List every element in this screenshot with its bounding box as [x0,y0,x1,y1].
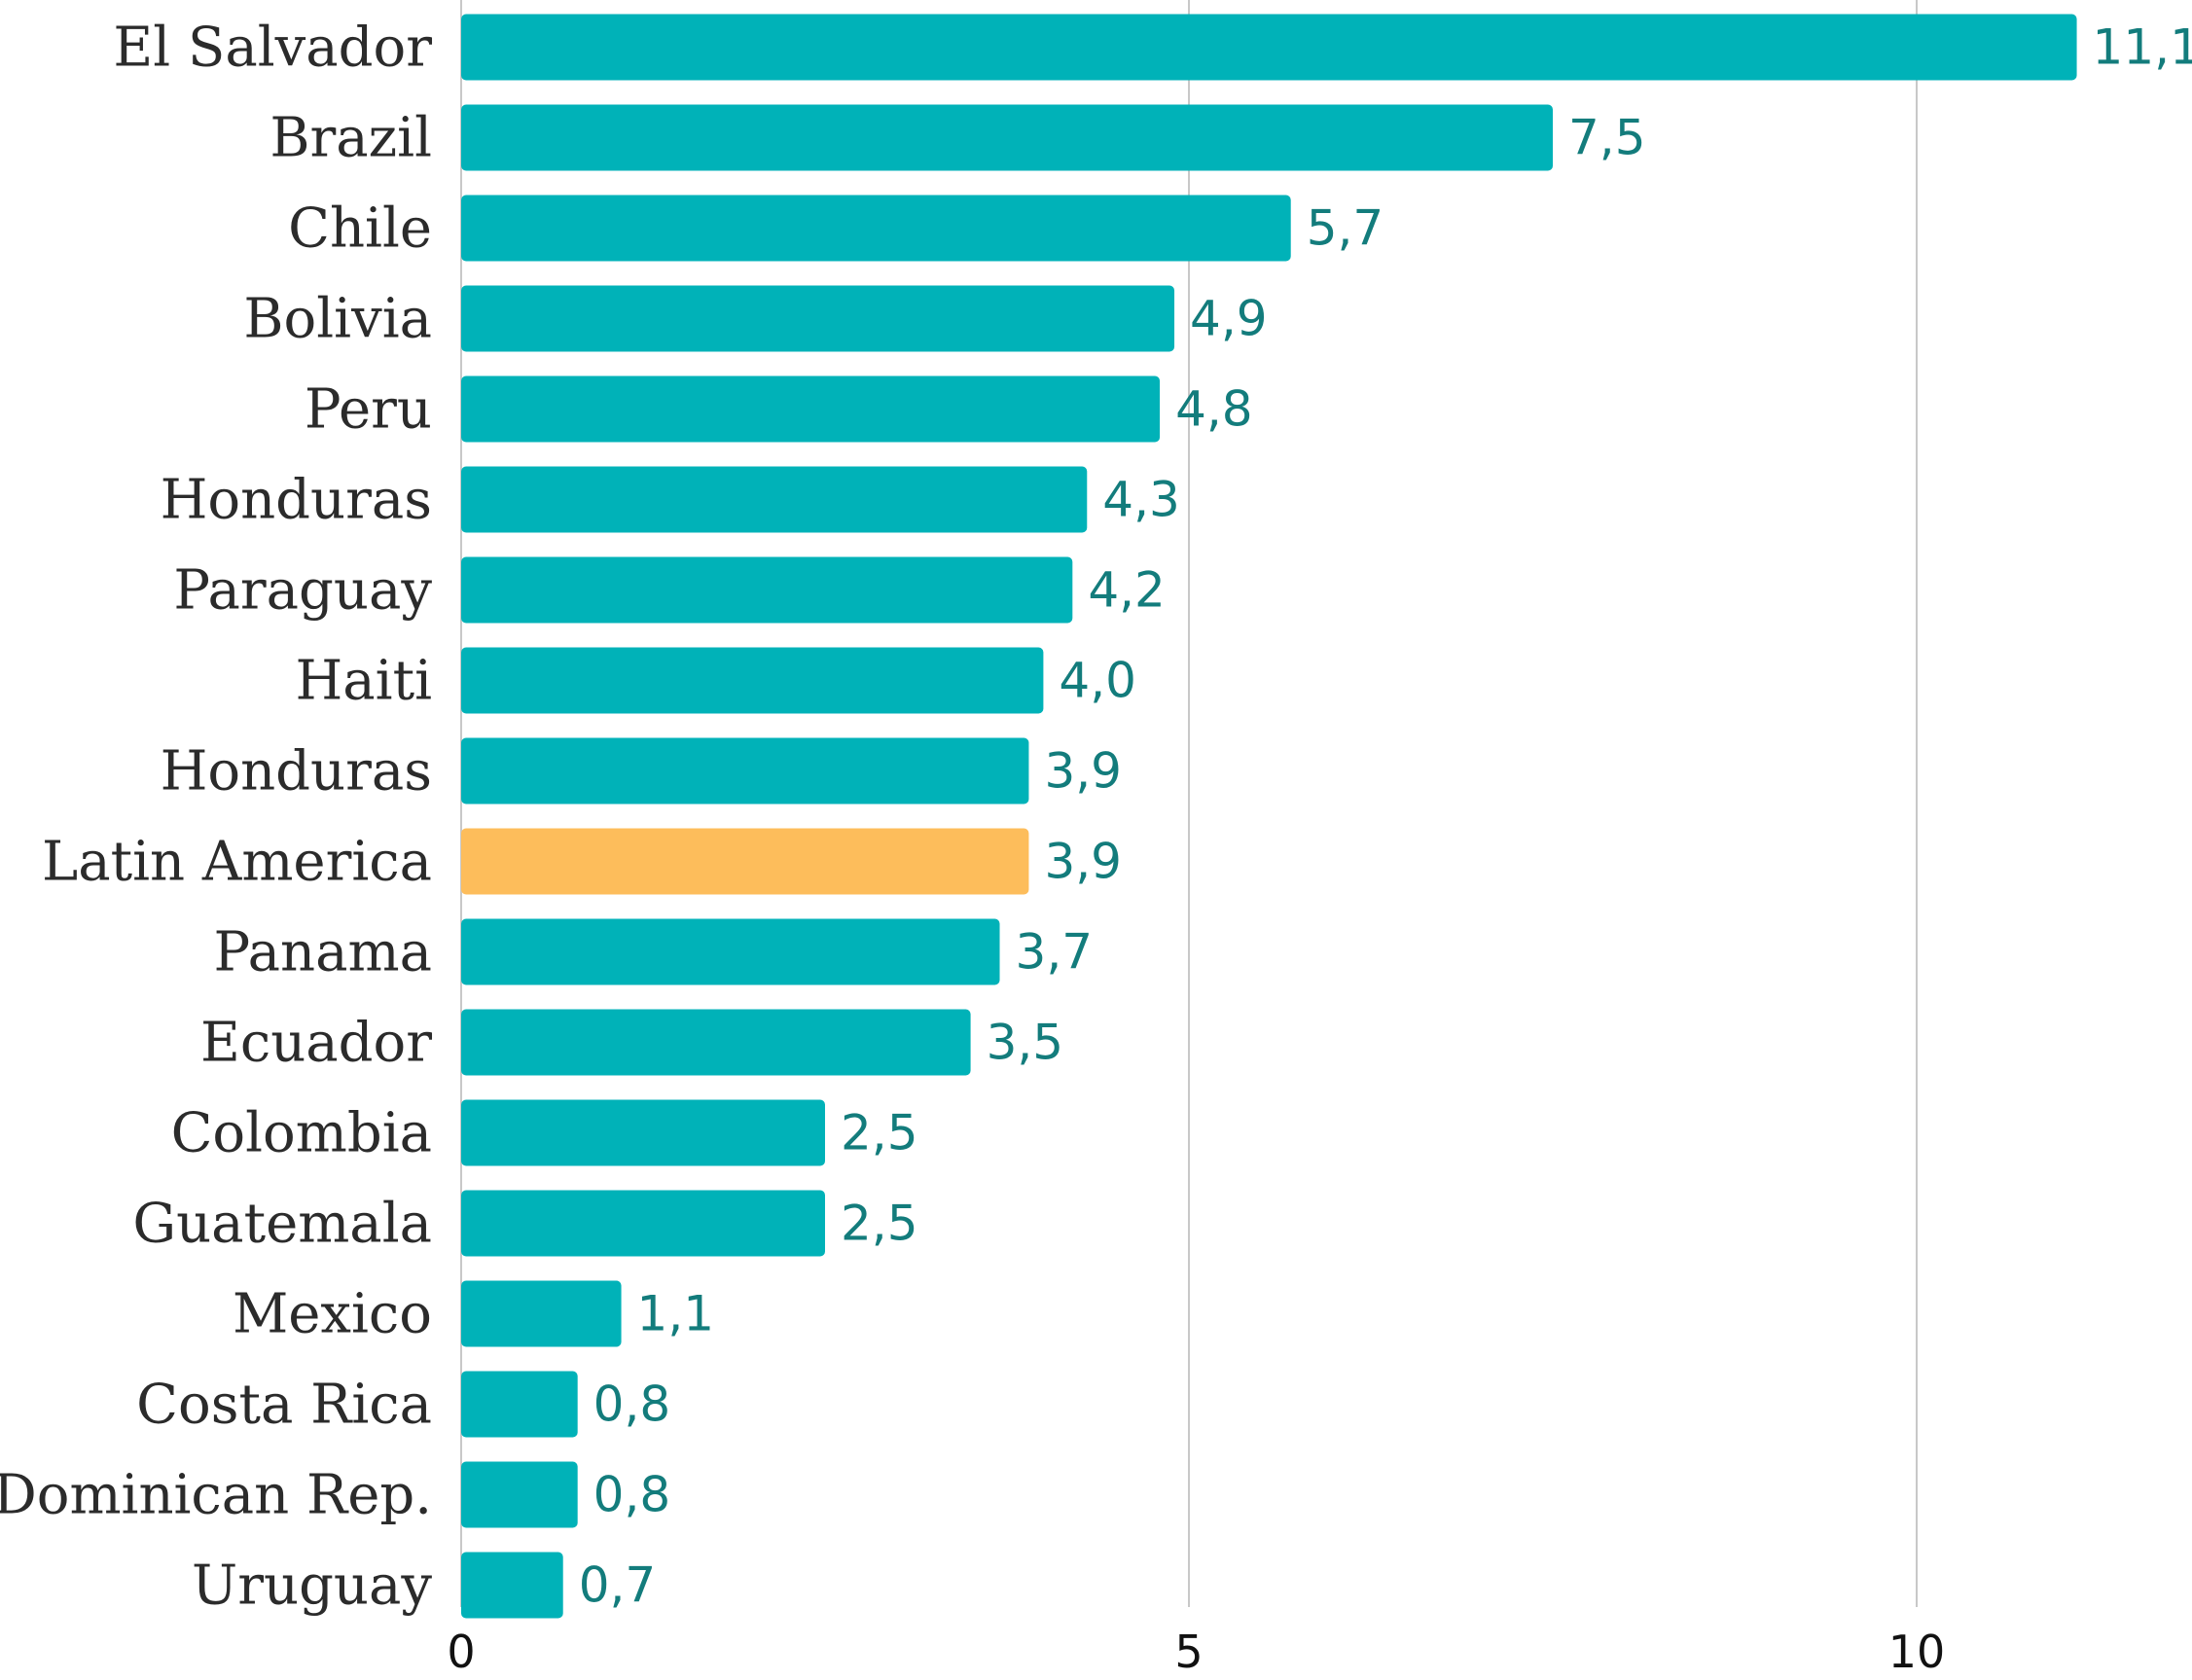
category-label: Mexico [233,1283,432,1346]
bar [461,1461,578,1528]
x-tick-label: 10 [1888,1626,1946,1678]
value-label: 3,5 [987,1015,1064,1071]
value-label: 2,5 [841,1105,918,1162]
value-labels: 11,1 7,5 5,7 4,9 4,8 4,3 4,2 4,0 3,9 3,9 3,7 3,5 2,5… [579,19,2192,1614]
bar [461,1371,578,1438]
bar [461,466,1088,533]
category-label: Dominican Rep. [0,1464,432,1527]
category-label: Haiti [295,650,432,713]
bar [461,195,1291,262]
x-axis-ticks: 0 5 10 [447,1626,1945,1678]
bar [461,828,1029,895]
category-label: Paraguay [173,559,432,623]
category-label: Colombia [171,1102,432,1165]
value-label: 0,8 [593,1467,671,1523]
bar [461,285,1175,352]
bar [461,647,1044,714]
bar [461,737,1029,804]
value-label: 3,7 [1016,924,1094,981]
bar [461,375,1161,443]
bar [461,1009,971,1076]
bar [461,1190,825,1257]
bar [461,1099,825,1166]
value-label: 4,9 [1190,291,1268,347]
value-label: 3,9 [1044,743,1122,800]
category-label: Panama [214,921,433,984]
bars [461,14,2077,1619]
category-label: Uruguay [192,1555,432,1618]
category-labels: El Salvador Brazil Chile Bolivia Peru Hondura… [0,17,432,1618]
category-label: Honduras [161,740,432,804]
category-label: Ecuador [200,1012,432,1075]
value-label: 5,7 [1307,200,1384,257]
value-label: 0,7 [579,1557,657,1614]
bar [461,104,1553,171]
bar [461,556,1073,624]
bar [461,14,2077,81]
category-label: Peru [305,378,432,442]
x-tick-label: 5 [1174,1626,1203,1678]
value-label: 0,8 [593,1376,671,1433]
value-label: 11,1 [2093,19,2192,76]
value-label: 4,2 [1088,562,1166,619]
value-label: 3,9 [1044,834,1122,890]
category-label: Brazil [270,107,432,170]
category-label: Bolivia [243,288,432,351]
value-label: 2,5 [841,1196,918,1252]
category-label: Guatemala [132,1193,432,1256]
bar [461,1552,563,1619]
bar [461,1280,622,1347]
category-label: Costa Rica [136,1374,432,1437]
category-label: Chile [288,197,432,261]
category-label: El Salvador [113,17,432,80]
category-label: Honduras [161,469,432,532]
value-label: 1,1 [637,1286,715,1342]
value-label: 4,3 [1102,472,1180,528]
x-tick-label: 0 [447,1626,475,1678]
value-label: 7,5 [1568,110,1646,166]
value-label: 4,0 [1059,653,1136,709]
value-label: 4,8 [1175,381,1253,438]
bar [461,918,1000,985]
category-label: Latin America [42,831,432,894]
